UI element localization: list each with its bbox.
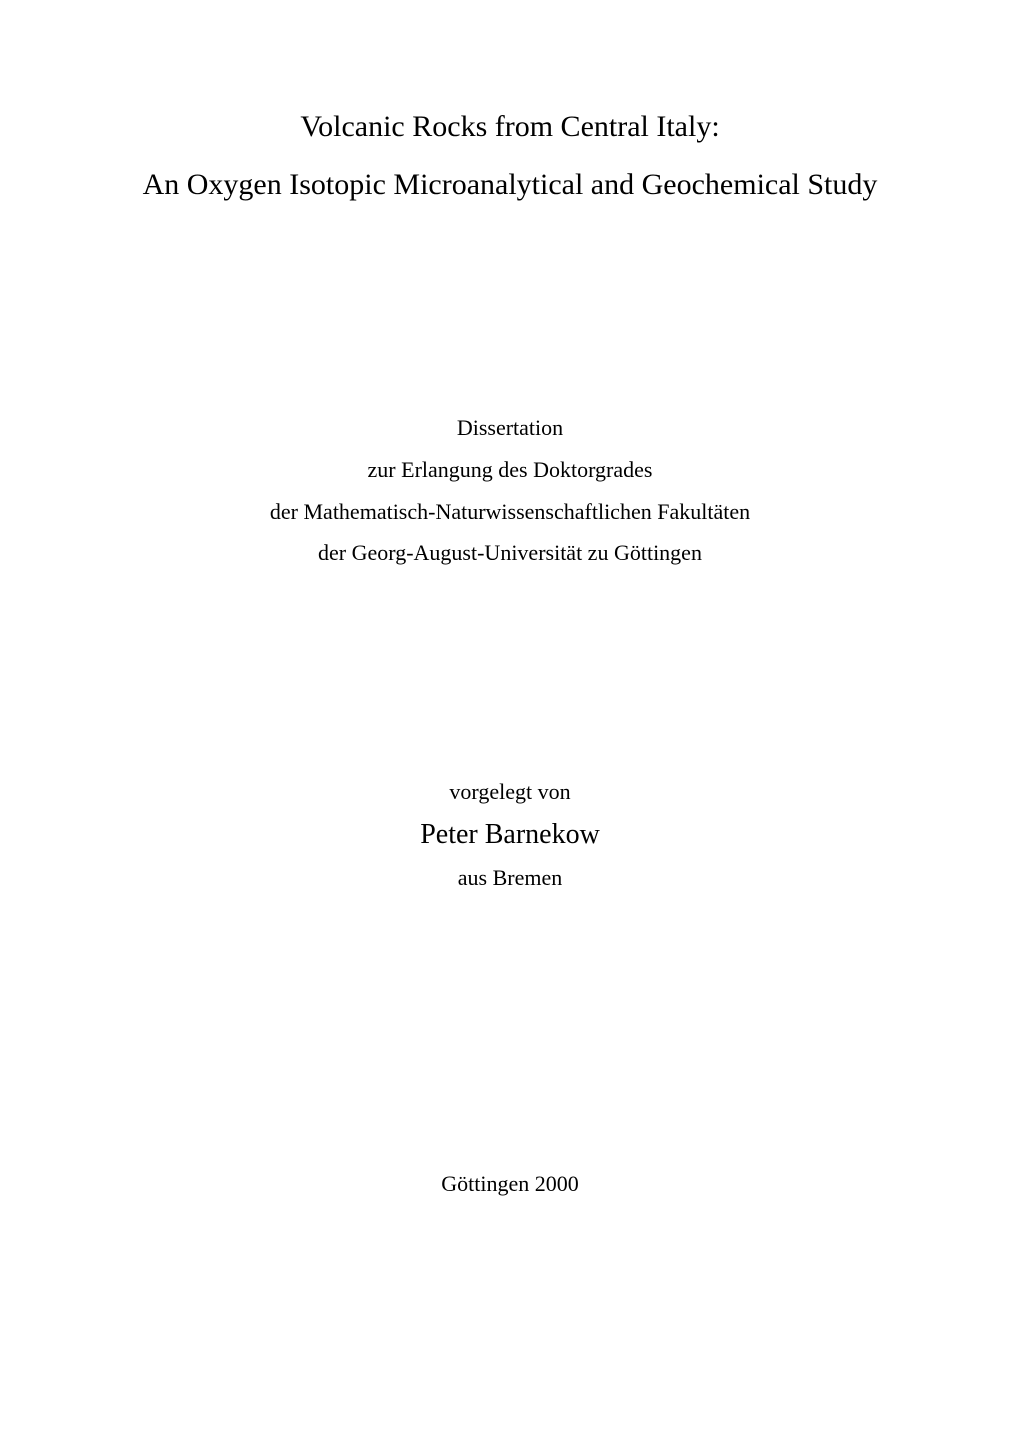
dissertation-heading: Dissertation <box>80 407 940 449</box>
author-name: Peter Barnekow <box>80 819 940 851</box>
place-year: Göttingen 2000 <box>80 1171 940 1197</box>
dissertation-block: Dissertation zur Erlangung des Doktorgra… <box>80 407 940 574</box>
title-line-2: An Oxygen Isotopic Microanalytical and G… <box>80 168 940 202</box>
dissertation-line-3: der Georg-August-Universität zu Göttinge… <box>80 532 940 574</box>
author-origin: aus Bremen <box>80 865 940 891</box>
author-block: vorgelegt von Peter Barnekow aus Bremen <box>80 779 940 891</box>
footer-block: Göttingen 2000 <box>80 1171 940 1197</box>
dissertation-line-2: der Mathematisch-Naturwissenschaftlichen… <box>80 491 940 533</box>
title-block: Volcanic Rocks from Central Italy: An Ox… <box>80 110 940 202</box>
submitted-by-label: vorgelegt von <box>80 779 940 805</box>
dissertation-line-1: zur Erlangung des Doktorgrades <box>80 449 940 491</box>
title-line-1: Volcanic Rocks from Central Italy: <box>80 110 940 144</box>
